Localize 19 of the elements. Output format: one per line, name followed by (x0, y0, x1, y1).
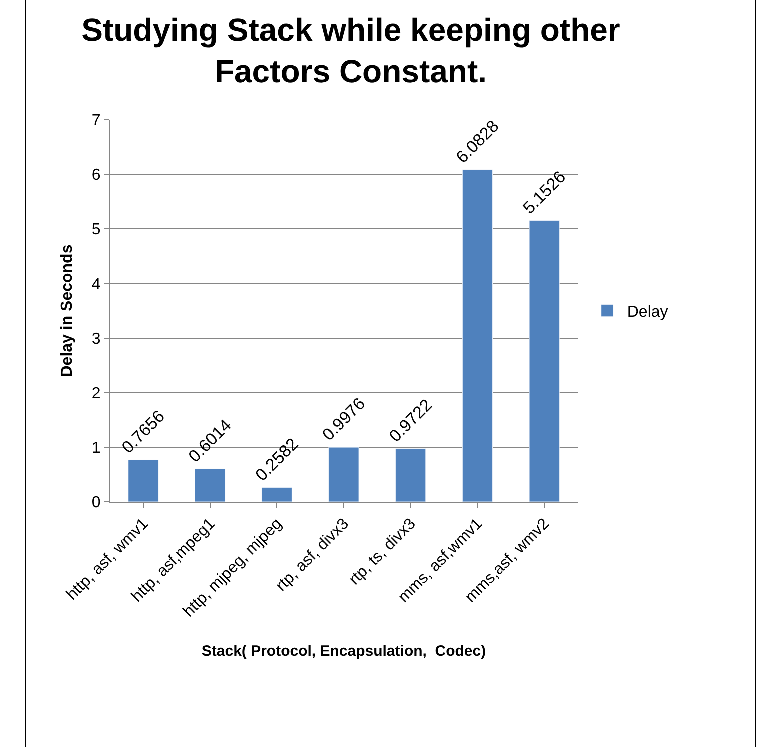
bar (529, 220, 560, 502)
bar (194, 468, 226, 502)
x-axis-title: Stack( Protocol, Encapsulation, Codec) (202, 642, 486, 660)
legend-label: Delay (627, 304, 668, 322)
bar (462, 170, 494, 502)
bar (128, 460, 159, 502)
y-tick-label: 4 (92, 276, 101, 294)
bar (396, 448, 426, 502)
bar (262, 488, 292, 502)
y-tick-label: 3 (92, 330, 101, 348)
y-tick-label: 5 (92, 222, 101, 239)
y-tick-label: 7 (92, 112, 101, 130)
chart-title: Studying Stack while keeping other Factors Constant. (82, 12, 620, 90)
bar (328, 447, 360, 502)
y-tick-label: 0 (92, 494, 101, 512)
y-tick-label: 1 (92, 440, 101, 458)
y-tick-label: 6 (92, 167, 101, 184)
y-tick-label: 2 (92, 385, 101, 402)
y-axis-title: Delay in Seconds (58, 244, 76, 378)
